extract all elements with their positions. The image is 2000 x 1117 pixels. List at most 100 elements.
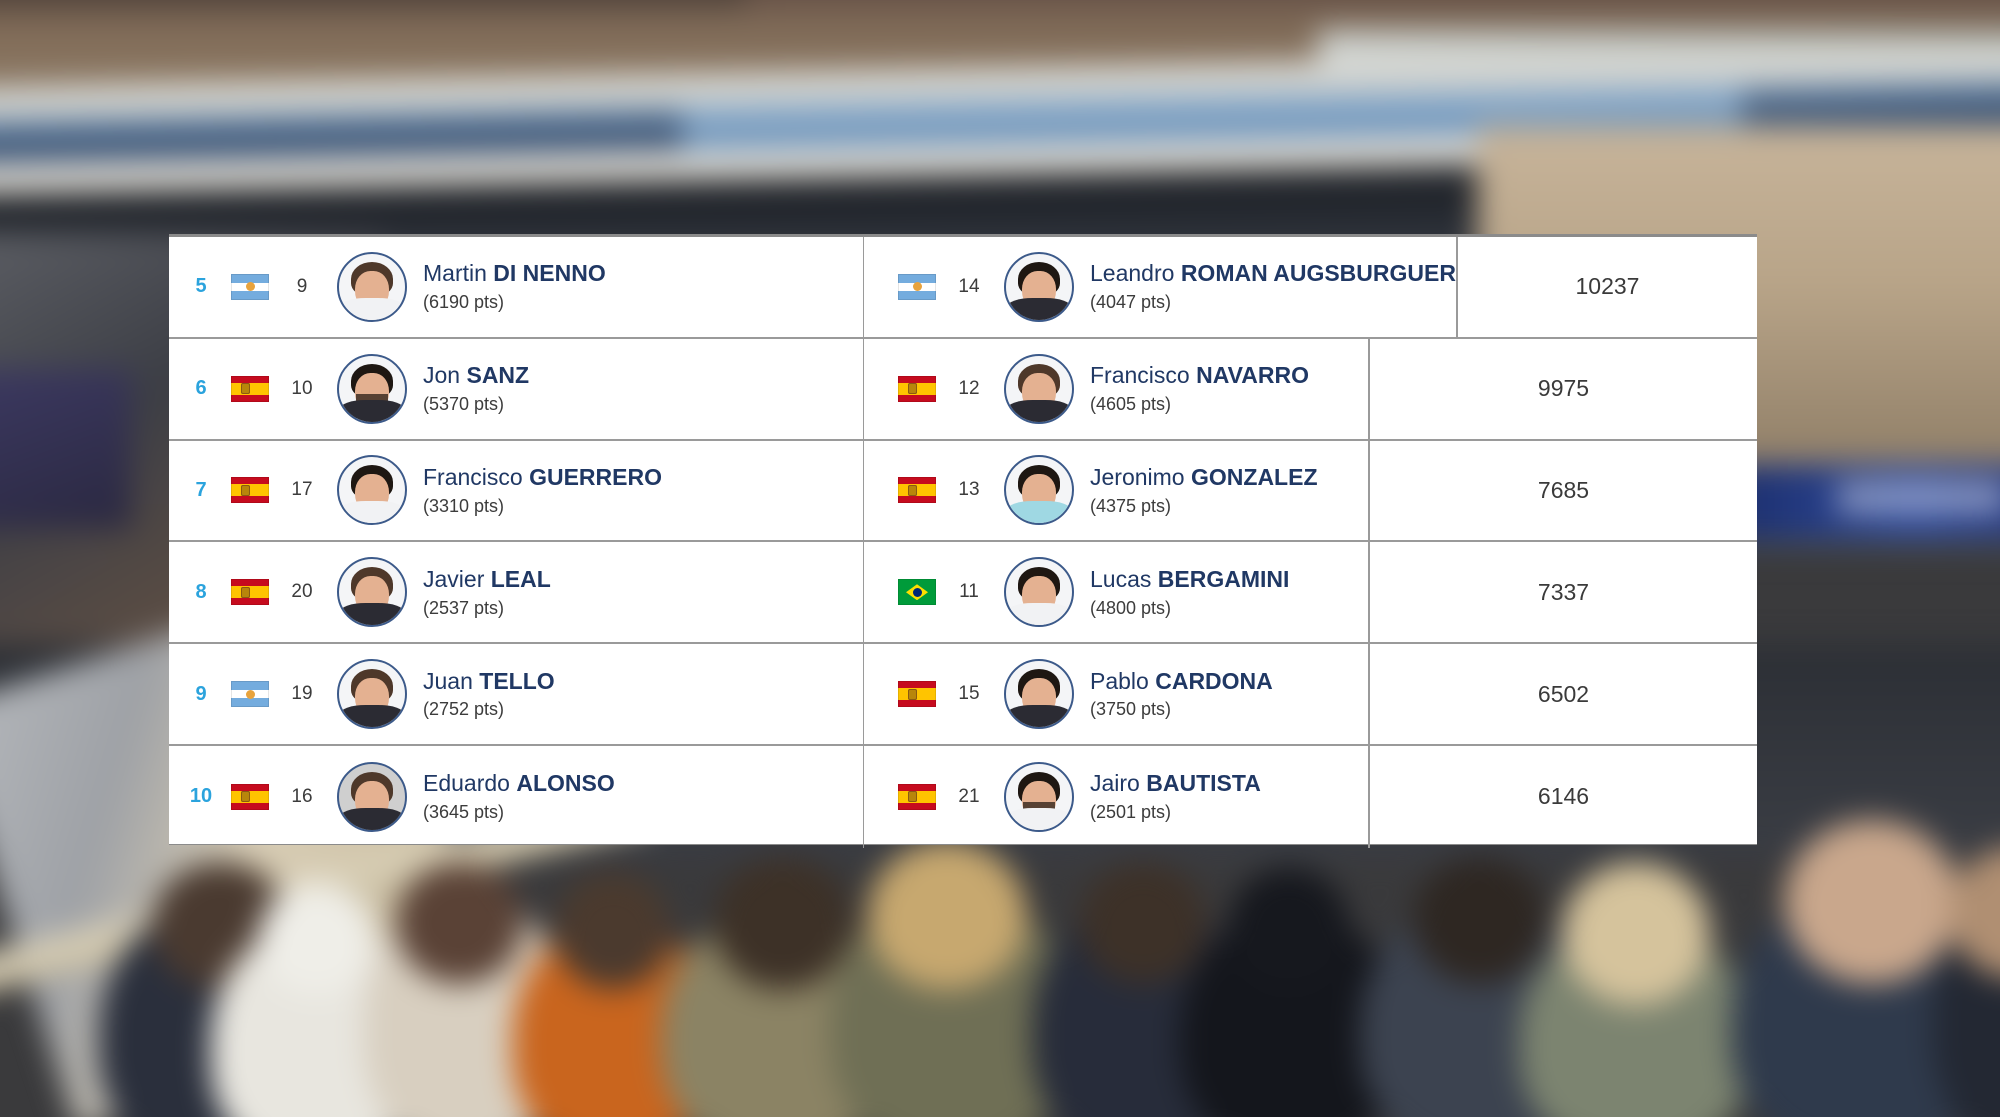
player-info: Juan TELLO (2752 pts) (423, 667, 555, 722)
player-name[interactable]: Pablo CARDONA (1090, 667, 1273, 696)
player-info: Francisco NAVARRO (4605 pts) (1090, 361, 1309, 416)
player-points: (4800 pts) (1090, 597, 1172, 618)
table-row[interactable]: 9 19 Juan TELLO (2752 pts) 15 Pablo CARDONA (3… (169, 644, 1757, 746)
player-points: (4375 pts) (1090, 495, 1172, 516)
player-last-name: LEAL (490, 565, 551, 592)
spain-flag (231, 579, 269, 606)
avatar-shirt (340, 807, 404, 830)
team-rank: 7 (195, 478, 207, 501)
player-seed: 12 (958, 377, 980, 399)
player-first-name: Eduardo (423, 770, 510, 797)
player-info: Pablo CARDONA (3750 pts) (1090, 667, 1273, 722)
player-avatar[interactable] (1004, 761, 1074, 832)
player-info: Javier LEAL (2537 pts) (423, 565, 551, 620)
brazil-flag (898, 579, 936, 606)
team-rank: 8 (195, 580, 207, 603)
spain-flag (231, 477, 269, 504)
table-row[interactable]: 8 20 Javier LEAL (2537 pts) 11 Lucas BERGAMIN… (169, 542, 1757, 645)
player-points: (3310 pts) (423, 495, 505, 516)
player-points: (4047 pts) (1090, 292, 1172, 313)
player-avatar[interactable] (337, 353, 407, 424)
player-last-name: BERGAMINI (1157, 565, 1290, 592)
player-last-name: CARDONA (1155, 667, 1273, 694)
avatar-shirt (1007, 705, 1071, 728)
player-last-name: BAUTISTA (1146, 770, 1261, 797)
spain-flag (231, 375, 269, 402)
player-avatar[interactable] (337, 455, 407, 526)
player-name[interactable]: Javier LEAL (423, 565, 551, 594)
player-name[interactable]: Leandro ROMAN AUGSBURGUER (1090, 259, 1456, 288)
player-last-name: ALONSO (516, 770, 615, 797)
team-player-left-cell: 8 20 Javier LEAL (2537 pts) (169, 542, 863, 642)
player-avatar[interactable] (1004, 659, 1074, 730)
player-seed: 14 (958, 275, 980, 297)
player-last-name: GONZALEZ (1191, 463, 1318, 490)
player-last-name: GUERRERO (529, 463, 662, 490)
team-rank: 10 (189, 785, 213, 808)
player-points: (2501 pts) (1090, 802, 1172, 823)
avatar-shirt (340, 705, 404, 728)
player-name[interactable]: Jon SANZ (423, 361, 529, 390)
player-points: (2752 pts) (423, 699, 505, 720)
player-first-name: Juan (423, 667, 473, 694)
player-seed: 9 (296, 275, 308, 297)
player-name[interactable]: Jairo BAUTISTA (1090, 769, 1261, 798)
player-avatar[interactable] (1004, 353, 1074, 424)
player-info: Francisco GUERRERO (3310 pts) (423, 463, 662, 518)
player-info: Lucas BERGAMINI (4800 pts) (1090, 565, 1289, 620)
player-avatar[interactable] (337, 251, 407, 322)
avatar-shirt (1007, 297, 1071, 320)
player-info: Leandro ROMAN AUGSBURGUER (4047 pts) (1090, 259, 1456, 314)
player-seed: 11 (959, 581, 979, 603)
team-rank: 9 (195, 682, 207, 705)
player-name[interactable]: Martin DI NENNO (423, 259, 606, 288)
spain-flag (231, 783, 269, 810)
team-rank: 6 (195, 377, 207, 400)
player-name[interactable]: Eduardo ALONSO (423, 769, 615, 798)
avatar-shirt (340, 297, 404, 320)
team-total-points: 10237 (1455, 237, 1757, 337)
player-info: Eduardo ALONSO (3645 pts) (423, 769, 615, 824)
player-name[interactable]: Francisco NAVARRO (1090, 361, 1309, 390)
table-row[interactable]: 10 16 Eduardo ALONSO (3645 pts) 21 Jairo BAUT… (169, 745, 1757, 848)
team-player-right-cell: 21 Jairo BAUTISTA (2501 pts) (863, 745, 1368, 848)
player-avatar[interactable] (1004, 455, 1074, 526)
player-seed: 13 (958, 479, 980, 501)
team-player-left-cell: 9 19 Juan TELLO (2752 pts) (169, 644, 863, 744)
spain-flag (898, 477, 936, 504)
player-points: (2537 pts) (423, 597, 505, 618)
player-first-name: Jon (423, 362, 461, 389)
table-row[interactable]: 5 9 Martin DI NENNO (6190 pts) 14 Leandro ROM… (169, 237, 1757, 339)
player-avatar[interactable] (1004, 251, 1074, 322)
table-row[interactable]: 6 10 Jon SANZ (5370 pts) 12 Francisco NAVARRO… (169, 338, 1757, 441)
player-points: (5370 pts) (423, 393, 505, 414)
team-total-points: 7337 (1368, 542, 1757, 643)
player-name[interactable]: Francisco GUERRERO (423, 463, 662, 492)
player-name[interactable]: Lucas BERGAMINI (1090, 565, 1289, 594)
player-avatar[interactable] (1004, 557, 1074, 628)
player-avatar[interactable] (337, 659, 407, 730)
team-total-points: 7685 (1368, 440, 1757, 541)
player-avatar[interactable] (337, 761, 407, 832)
ranking-table: 5 9 Martin DI NENNO (6190 pts) 14 Leandro ROM… (169, 234, 1757, 848)
argentina-flag (231, 273, 269, 300)
team-player-left-cell: 6 10 Jon SANZ (5370 pts) (169, 339, 863, 439)
avatar-shirt (340, 399, 404, 422)
player-points: (4605 pts) (1090, 393, 1172, 414)
table-row[interactable]: 7 17 Francisco GUERRERO (3310 pts) 13 Jeronim… (169, 440, 1757, 543)
player-last-name: TELLO (479, 667, 555, 694)
player-name[interactable]: Juan TELLO (423, 667, 555, 696)
player-first-name: Lucas (1090, 565, 1152, 592)
player-avatar[interactable] (337, 557, 407, 628)
team-player-right-cell: 12 Francisco NAVARRO (4605 pts) (863, 338, 1368, 439)
player-seed: 20 (291, 581, 313, 603)
player-seed: 15 (958, 683, 980, 705)
avatar-shirt (1007, 399, 1071, 422)
team-player-right-cell: 11 Lucas BERGAMINI (4800 pts) (863, 542, 1368, 643)
spain-flag (898, 783, 936, 810)
player-first-name: Jeronimo (1090, 463, 1185, 490)
player-first-name: Francisco (423, 463, 523, 490)
argentina-flag (231, 681, 269, 708)
player-name[interactable]: Jeronimo GONZALEZ (1090, 463, 1318, 492)
player-first-name: Leandro (1090, 260, 1175, 287)
